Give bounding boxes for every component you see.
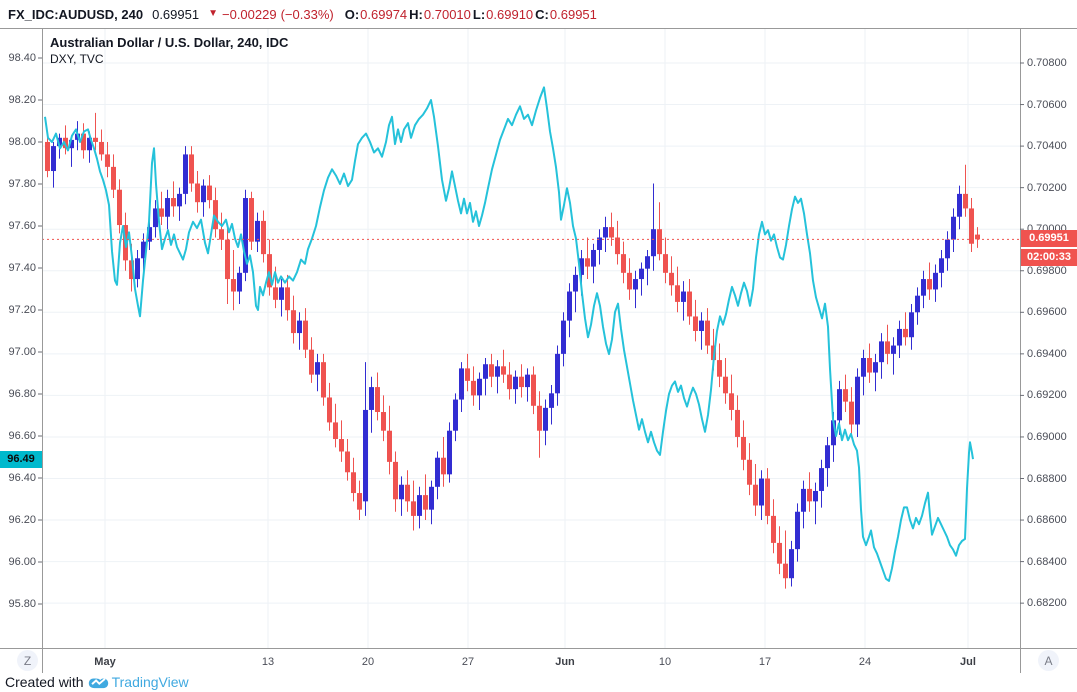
left-axis-tick: 96.20 xyxy=(8,514,36,526)
ohlc-c: C: 0.69951 xyxy=(535,6,597,22)
right-axis-tick: 0.69000 xyxy=(1027,430,1067,443)
left-axis-tick: 97.60 xyxy=(8,220,36,232)
dxy-last-value-badge: 96.49 xyxy=(0,450,42,468)
time-axis-label-24: 24 xyxy=(858,656,872,668)
left-axis-tick: 97.00 xyxy=(8,346,36,358)
time-axis-label-20: 20 xyxy=(361,656,375,668)
right-axis-tick: 0.68200 xyxy=(1027,597,1067,610)
created-with-text: Created with xyxy=(5,674,84,690)
right-axis-tick: 0.69600 xyxy=(1027,306,1067,319)
left-axis-tick: 95.80 xyxy=(8,598,36,610)
right-axis-tick: 0.70800 xyxy=(1027,57,1067,69)
symbol-info-bar: FX_IDC:AUDUSD, 240 0.69951 ▼ −0.00229 (−… xyxy=(0,0,1077,28)
chart-title[interactable]: Australian Dollar / U.S. Dollar, 240, ID… xyxy=(50,35,289,50)
price-plot xyxy=(0,28,1077,673)
dxy-line-series xyxy=(44,86,974,582)
right-axis-tick: 0.70600 xyxy=(1027,98,1067,111)
overlay-title[interactable]: DXY, TVC xyxy=(50,52,104,66)
axis-tick-marks xyxy=(38,57,1024,605)
change-value: −0.00229 xyxy=(222,6,277,22)
right-axis-tick: 0.69800 xyxy=(1027,264,1067,277)
last-price-badge: 0.69951 xyxy=(1021,230,1077,248)
right-axis-tick: 0.68800 xyxy=(1027,472,1067,485)
left-axis-tick: 96.00 xyxy=(8,556,36,568)
right-axis-tick: 0.70200 xyxy=(1027,181,1067,194)
right-axis-tick: 0.70400 xyxy=(1027,140,1067,153)
left-axis-tick: 97.20 xyxy=(8,304,36,316)
right-axis-tick: 0.69400 xyxy=(1027,347,1067,360)
tradingview-brand-text[interactable]: TradingView xyxy=(111,674,189,690)
left-axis-tick: 96.40 xyxy=(8,472,36,484)
pane-borders xyxy=(0,28,1077,673)
last-price: 0.69951 xyxy=(152,6,200,22)
time-axis-label-13: 13 xyxy=(261,656,275,668)
candlestick-series xyxy=(45,112,980,589)
left-axis-tick: 96.80 xyxy=(8,388,36,400)
ohlc-h: H: 0.70010 xyxy=(409,6,471,22)
grid-lines xyxy=(42,28,1020,648)
chart-area[interactable]: Australian Dollar / U.S. Dollar, 240, ID… xyxy=(0,28,1077,673)
time-axis-label-jun: Jun xyxy=(555,656,575,668)
right-axis-tick: 0.69200 xyxy=(1027,389,1067,402)
auto-scale-button[interactable]: A xyxy=(1038,650,1059,671)
right-axis-tick: 0.68600 xyxy=(1027,514,1067,527)
change-indicator: ▼ −0.00229 (−0.33%) xyxy=(208,7,334,22)
chart-legend[interactable]: Australian Dollar / U.S. Dollar, 240, ID… xyxy=(50,34,288,67)
time-axis-label-jul: Jul xyxy=(960,656,976,668)
down-arrow-icon: ▼ xyxy=(208,8,218,19)
change-percent: (−0.33%) xyxy=(280,6,334,22)
left-axis-tick: 98.00 xyxy=(8,136,36,148)
tradingview-link[interactable]: TradingView xyxy=(88,674,189,690)
left-axis-tick: 98.20 xyxy=(8,94,36,106)
attribution-footer: Created with TradingView xyxy=(5,672,189,692)
symbol-name[interactable]: FX_IDC:AUDUSD, 240 xyxy=(8,6,144,22)
left-axis-tick: 98.40 xyxy=(8,52,36,64)
ohlc-l: L: 0.69910 xyxy=(472,6,534,22)
time-axis-label-27: 27 xyxy=(461,656,475,668)
left-axis-tick: 96.60 xyxy=(8,430,36,442)
timezone-button[interactable]: Z xyxy=(17,650,38,671)
right-axis-tick: 0.68400 xyxy=(1027,555,1067,568)
time-axis-label-may: May xyxy=(94,656,116,668)
left-axis-tick: 97.80 xyxy=(8,178,36,190)
bar-countdown-badge: 02:00:33 xyxy=(1021,248,1077,266)
tradingview-logo-icon xyxy=(88,677,108,688)
left-axis-tick: 97.40 xyxy=(8,262,36,274)
ohlc-o: O: 0.69974 xyxy=(344,6,408,22)
ohlc-readout: O: 0.69974 H: 0.70010 L: 0.69910 C: 0.69951 xyxy=(343,7,597,22)
time-axis-label-17: 17 xyxy=(758,656,772,668)
time-axis-label-10: 10 xyxy=(658,656,672,668)
